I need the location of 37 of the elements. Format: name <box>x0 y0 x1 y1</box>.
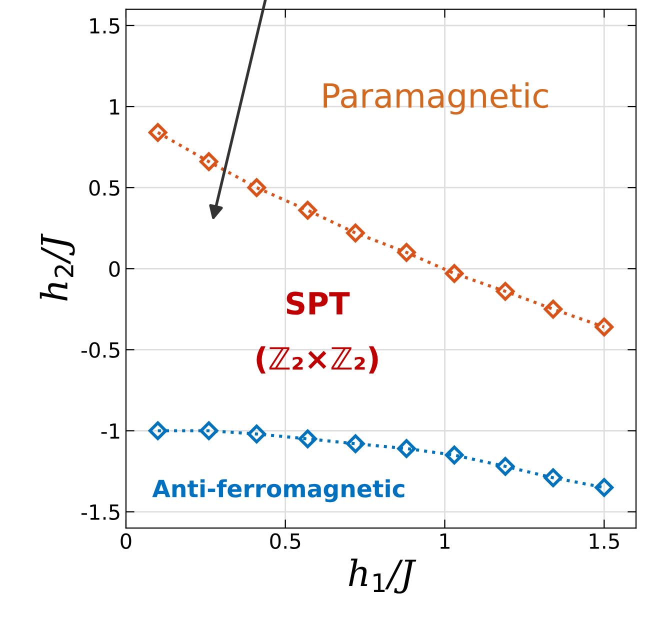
point <box>199 152 218 172</box>
point <box>544 300 563 319</box>
point <box>346 224 365 242</box>
annotation: Paramagnetic <box>324 82 548 115</box>
point <box>397 439 416 458</box>
y-tick-label: 1.5 <box>90 18 120 34</box>
y-axis-title: h$_{2}$/J <box>40 233 75 301</box>
y-tick-label: 1 <box>110 99 120 114</box>
point <box>247 424 266 444</box>
annotation: (ℤ₂×ℤ₂) <box>256 346 378 374</box>
x-tick-label: 0 <box>120 533 132 549</box>
point <box>594 318 614 336</box>
point <box>544 468 563 488</box>
x-tick-label: 1.5 <box>590 534 619 549</box>
x-axis-title: h$_{1}$/J <box>348 558 416 594</box>
annotation: Anti-ferromagnetic <box>152 479 404 502</box>
point <box>148 421 168 440</box>
point <box>444 446 464 464</box>
y-tick-label: -0.5 <box>81 342 120 358</box>
point <box>298 429 318 448</box>
y-tick-label: 0 <box>109 261 120 277</box>
point <box>496 457 515 476</box>
x-tick-label: 1 <box>440 534 450 549</box>
y-tick-label: 0.5 <box>89 180 120 196</box>
point <box>247 178 266 197</box>
point <box>594 478 614 497</box>
point <box>199 421 218 440</box>
x-tick-label: 0.5 <box>270 533 300 549</box>
point <box>496 282 515 301</box>
point <box>346 434 365 454</box>
annotation: SPT <box>286 292 350 315</box>
point <box>397 243 416 262</box>
point <box>298 200 318 220</box>
y-tick-label: -1.5 <box>81 504 120 520</box>
point <box>148 123 168 142</box>
y-tick-label: -1 <box>101 423 120 439</box>
point <box>444 264 464 283</box>
